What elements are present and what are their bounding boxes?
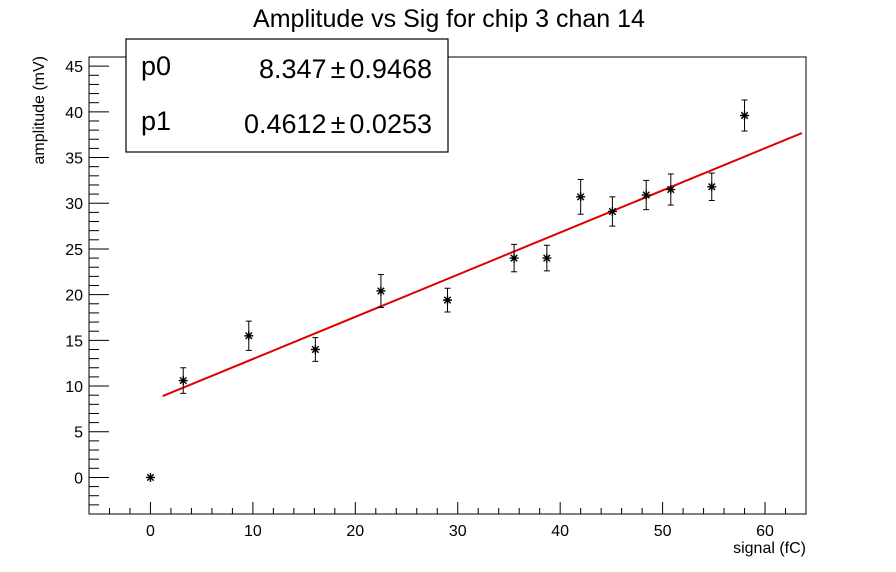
data-point (443, 287, 452, 313)
stat-p0-value: 8.347 ±0.9468 (259, 54, 432, 84)
data-point (310, 337, 320, 362)
star-marker (509, 253, 519, 263)
fit-stats-box: p0 8.347 ±0.9468 p1 0.4612 ±0.0253 (125, 38, 449, 153)
y-tick-label: 30 (65, 196, 83, 213)
star-marker (707, 182, 717, 192)
star-marker (740, 110, 750, 120)
y-tick-label: 40 (65, 105, 83, 122)
x-tick-label: 40 (551, 523, 569, 540)
y-tick-label: 45 (65, 59, 83, 76)
data-point (509, 243, 519, 273)
data-point (376, 274, 386, 308)
data-point (178, 367, 188, 394)
data-point (244, 320, 254, 351)
star-marker (666, 185, 676, 195)
data-point (641, 179, 651, 211)
data-point (607, 196, 617, 227)
y-axis-label: amplitude (mV) (31, 56, 48, 164)
data-point (666, 173, 676, 206)
star-marker (310, 344, 320, 354)
y-tick-label: 20 (65, 288, 83, 305)
stat-p1-error: 0.0253 (349, 109, 432, 139)
y-tick-label: 25 (65, 242, 83, 259)
stat-p0-name: p0 (141, 51, 171, 81)
fit-line (162, 132, 803, 398)
y-tick-label: 15 (65, 333, 83, 350)
data-points (145, 99, 750, 482)
star-marker (376, 286, 386, 296)
x-tick-label: 20 (346, 523, 364, 540)
star-marker (576, 192, 586, 202)
star-marker (607, 206, 617, 216)
stats-box-frame (125, 38, 449, 153)
x-tick-label: 50 (654, 523, 672, 540)
stat-p1-pm: ± (331, 109, 346, 139)
chart-title: Amplitude vs Sig for chip 3 chan 14 (253, 5, 645, 33)
star-marker (641, 190, 651, 200)
data-point (542, 244, 552, 272)
star-marker (244, 331, 254, 341)
data-point (707, 172, 717, 201)
y-tick-label: 35 (65, 151, 83, 168)
data-point (576, 178, 586, 215)
x-tick-label: 60 (756, 523, 774, 540)
stat-p1-name: p1 (141, 106, 171, 136)
stat-p1-estimate: 0.4612 (244, 109, 327, 139)
x-tick-label: 10 (244, 523, 262, 540)
star-marker (443, 295, 452, 305)
x-tick-label: 0 (146, 523, 155, 540)
star-marker (542, 253, 552, 263)
star-marker (178, 376, 188, 386)
x-axis-label: signal (fC) (733, 540, 806, 557)
axis-ticks (88, 56, 807, 515)
stat-p0-estimate: 8.347 (259, 54, 327, 84)
x-tick-label: 30 (449, 523, 467, 540)
star-marker (145, 472, 155, 482)
data-point (145, 472, 155, 482)
stat-p0-pm: ± (331, 54, 346, 84)
y-tick-label: 5 (74, 425, 83, 442)
axis-tick-labels: 0 10 20 30 40 50 60 0 5 10 15 20 25 30 35 40 45 (65, 59, 774, 540)
y-tick-label: 0 (74, 470, 83, 487)
stat-p1-value: 0.4612 ±0.0253 (244, 109, 432, 139)
data-point (740, 99, 750, 132)
stat-p0-error: 0.9468 (349, 54, 432, 84)
y-tick-label: 10 (65, 379, 83, 396)
